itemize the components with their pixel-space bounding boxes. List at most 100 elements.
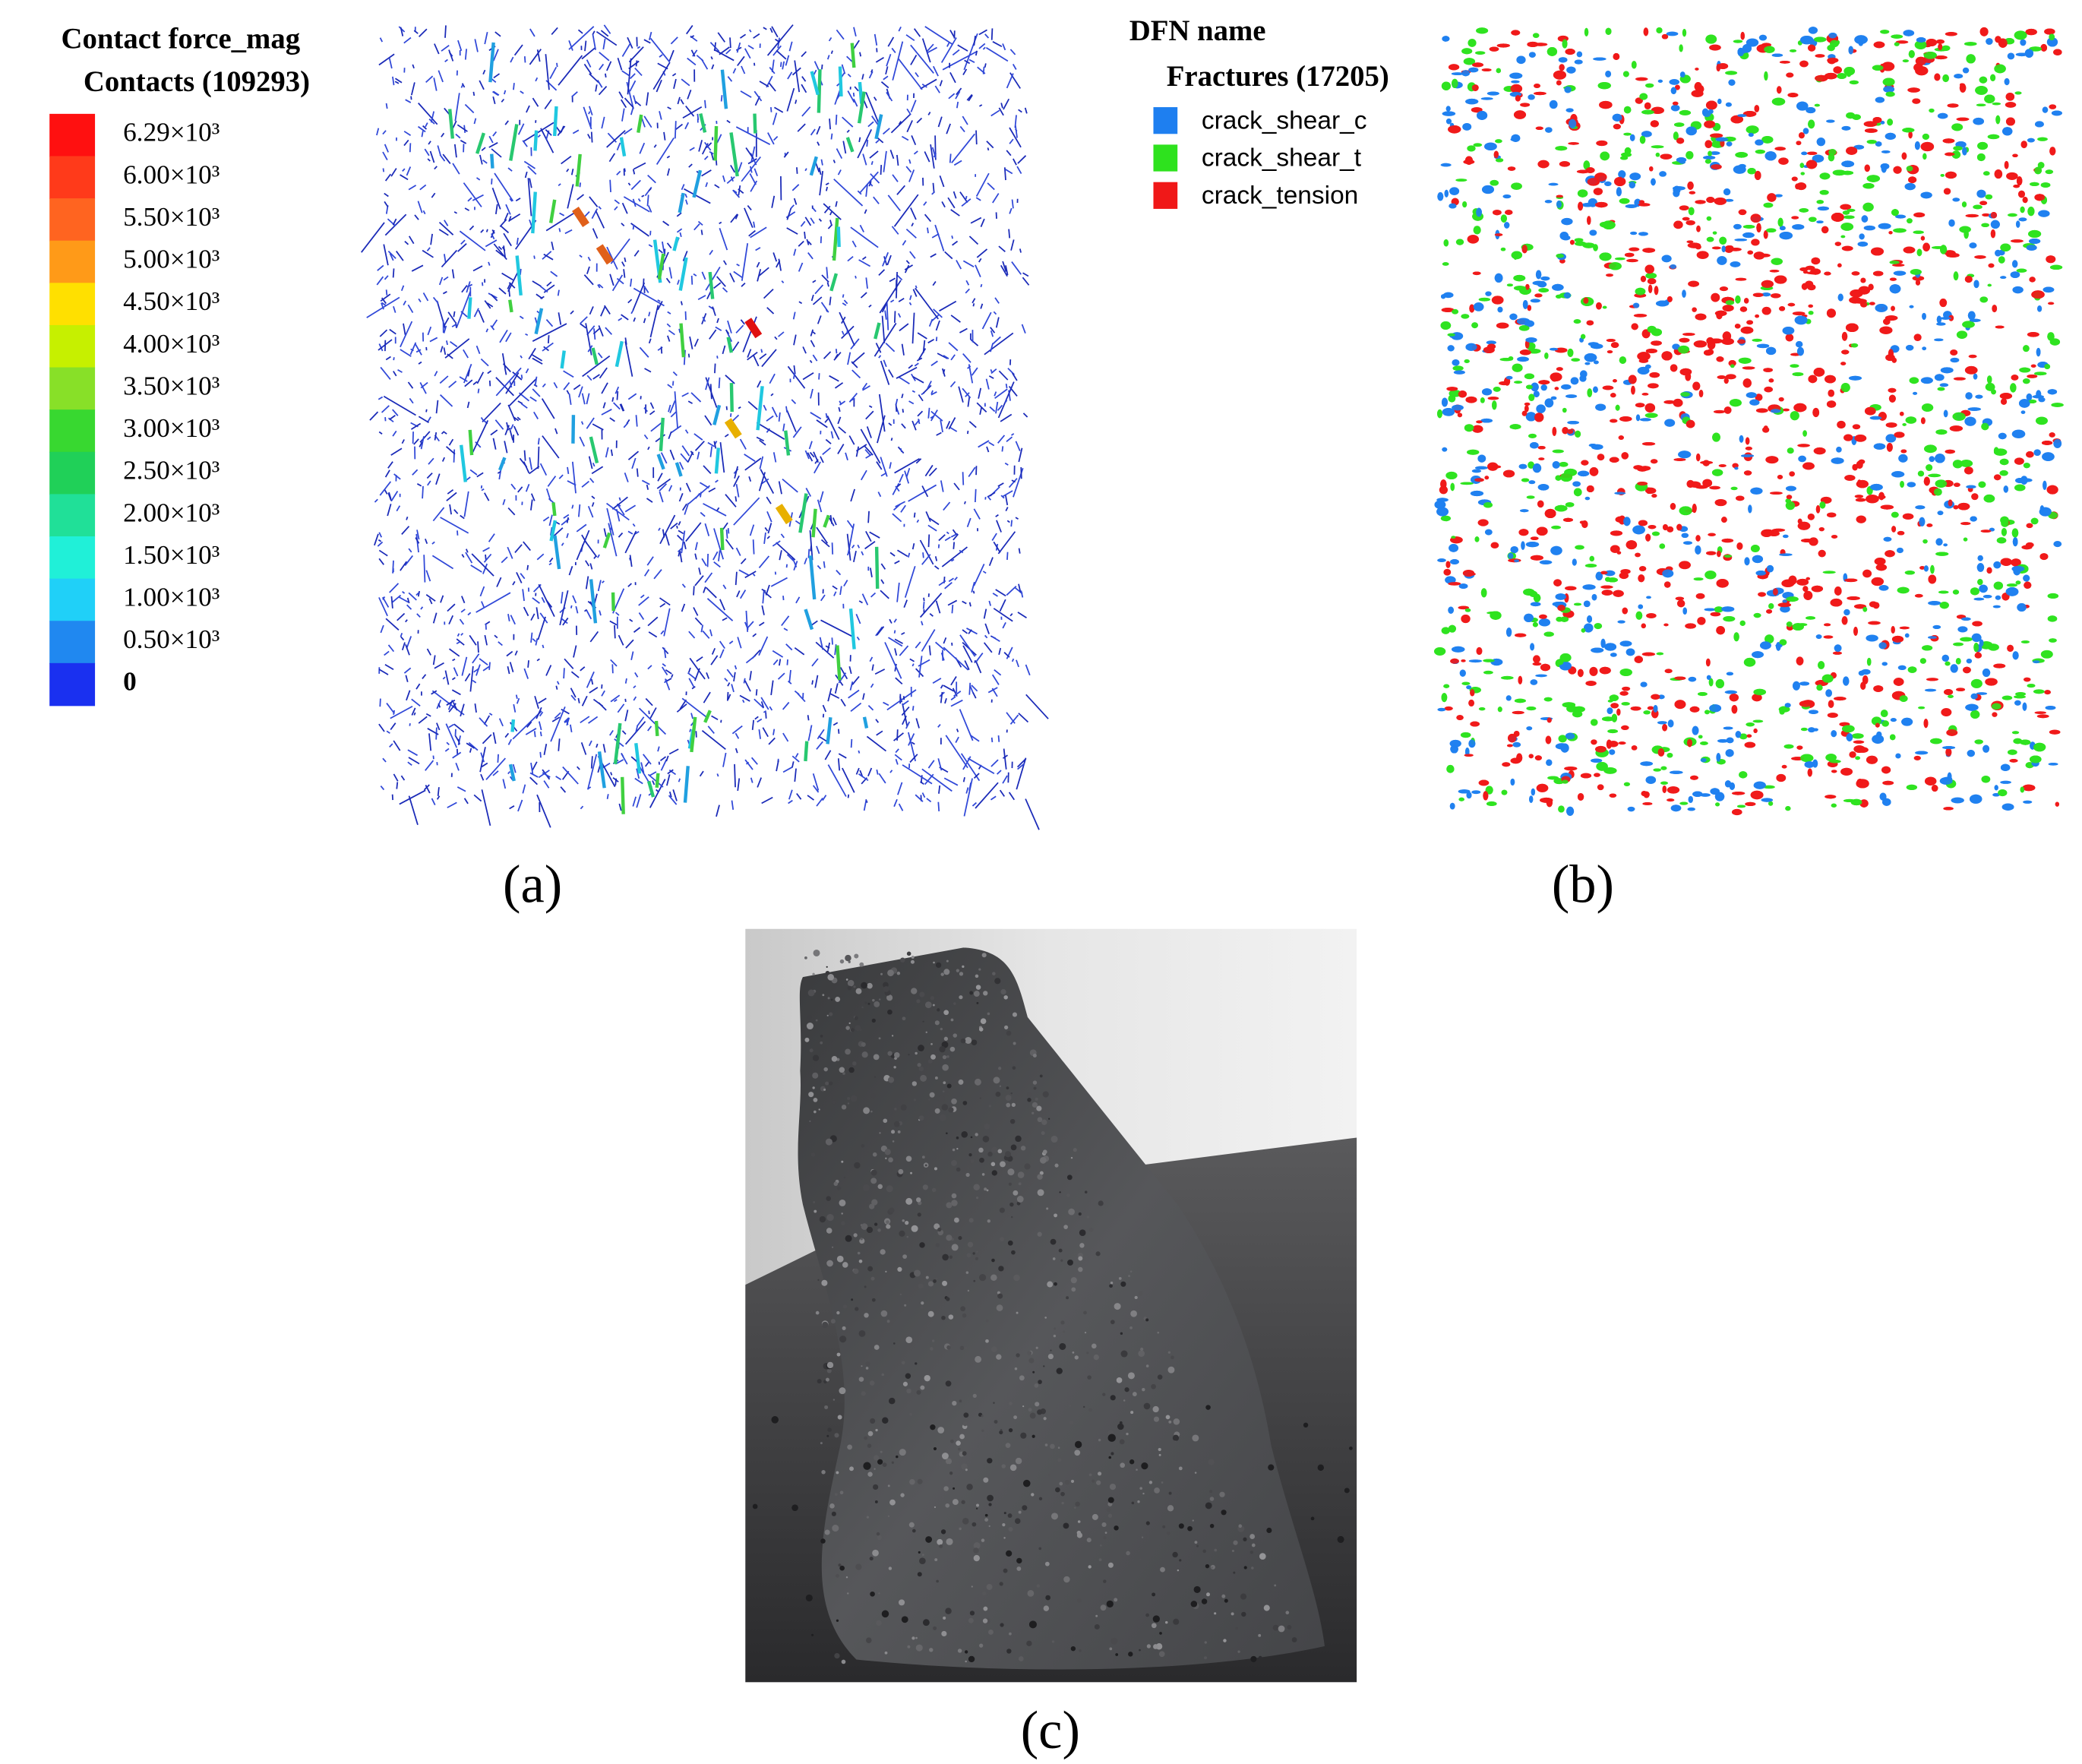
contact (656, 789, 659, 792)
contact (369, 411, 379, 421)
contact (378, 539, 382, 542)
contact (735, 571, 738, 586)
contact (618, 532, 624, 538)
contact (378, 431, 383, 435)
contact (843, 299, 848, 305)
contact (378, 549, 388, 557)
contact (480, 358, 489, 367)
contact (947, 197, 956, 209)
contact (810, 412, 822, 420)
contact (897, 549, 908, 558)
contact (632, 198, 637, 207)
contact (735, 213, 739, 220)
contact (380, 624, 384, 634)
contact (697, 113, 700, 121)
contact (492, 732, 497, 744)
contact (854, 86, 859, 92)
contact (861, 256, 867, 261)
contact (408, 795, 419, 825)
contact (624, 473, 629, 482)
contact (488, 135, 494, 144)
contact (443, 347, 447, 356)
contact (991, 533, 997, 541)
contact (616, 170, 621, 175)
contact (725, 494, 737, 507)
contact (920, 78, 937, 90)
contact (847, 73, 851, 77)
contact (492, 438, 497, 450)
contact (995, 317, 1000, 328)
legend-swatch (1153, 144, 1178, 172)
contact (443, 317, 450, 327)
contact (962, 629, 968, 634)
contact (660, 759, 668, 771)
contact (605, 447, 609, 458)
contact (668, 404, 671, 413)
contact (826, 267, 829, 279)
contact (951, 605, 954, 614)
contact (910, 207, 917, 220)
contact (919, 593, 943, 618)
contact (523, 541, 531, 552)
legend-swatch (1153, 182, 1178, 209)
contact (1018, 447, 1023, 463)
contact (647, 726, 652, 732)
contact (448, 648, 460, 657)
contact (735, 484, 740, 498)
contact (696, 656, 703, 662)
contact (823, 203, 842, 220)
contact (408, 757, 420, 765)
contact (791, 184, 800, 191)
contact (596, 80, 603, 88)
contact (871, 664, 874, 671)
contact (429, 337, 438, 343)
contact (538, 697, 547, 704)
contact (460, 514, 465, 520)
contact (417, 125, 426, 133)
contact (515, 198, 521, 202)
contact (1009, 127, 1022, 148)
contact (488, 261, 491, 266)
contact (826, 716, 832, 744)
contact (703, 465, 712, 474)
contact (979, 406, 983, 416)
contact (842, 294, 845, 298)
contact (592, 463, 596, 467)
contact (880, 81, 889, 89)
contact (892, 513, 902, 523)
contact (386, 730, 390, 734)
contact (731, 341, 740, 352)
contact (402, 168, 406, 172)
contact (530, 493, 536, 501)
contact (727, 694, 731, 700)
contact (507, 282, 512, 289)
contact (648, 338, 652, 344)
contact (770, 577, 788, 587)
contact (662, 646, 669, 655)
contact (940, 480, 944, 492)
contact (693, 338, 699, 347)
contact (766, 496, 772, 504)
contact (782, 423, 785, 432)
contact (959, 125, 965, 133)
contact (441, 44, 450, 52)
contact (430, 111, 435, 123)
contact (749, 671, 752, 681)
contact (860, 292, 867, 299)
contact (893, 194, 919, 227)
contact (532, 597, 540, 604)
contact (517, 123, 525, 135)
contact (830, 431, 834, 439)
contact (839, 311, 855, 346)
contact (472, 381, 478, 386)
contact (814, 461, 821, 474)
contact (993, 608, 1013, 622)
contact (987, 182, 995, 191)
contact (422, 125, 428, 130)
contact (646, 484, 649, 490)
contact (889, 277, 896, 283)
contact (802, 371, 814, 381)
fracture (1663, 400, 1676, 404)
contact (440, 394, 453, 407)
scale-label: 6.00×10³ (123, 160, 220, 189)
